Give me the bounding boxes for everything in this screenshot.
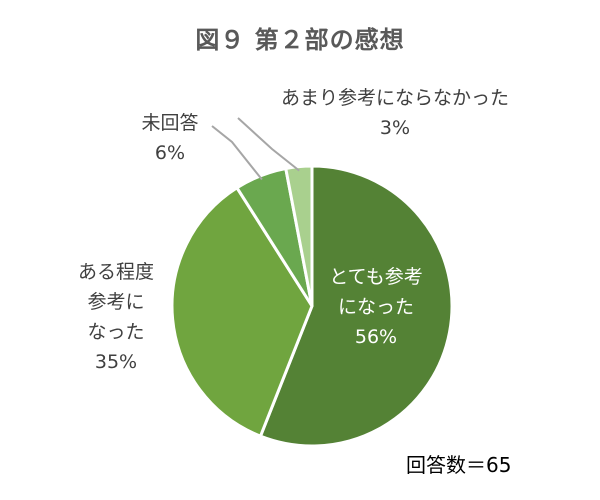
slice-label-no-answer: 未回答 6% [125, 108, 215, 168]
slice-label-very-helpful-line1: とても参考 [329, 266, 423, 288]
slice-label-not-helpful: あまり参考にならなかった 3% [250, 83, 540, 143]
slice-somewhat-helpful [170, 185, 314, 439]
slice-label-no-answer-line1: 未回答 [141, 112, 199, 134]
slice-pct-somewhat-helpful: 35% [94, 351, 138, 373]
slice-label-very-helpful: とても参考 になった 56% [316, 262, 436, 352]
leader-line-no-answer [211, 125, 263, 181]
slice-label-very-helpful-line2: になった [337, 296, 414, 318]
response-count: 回答数＝65 [406, 453, 512, 477]
slice-pct-not-helpful: 3% [379, 117, 411, 139]
slice-label-somewhat-helpful-line1: ある程度 [77, 261, 154, 283]
slice-label-not-helpful-line1: あまり参考にならなかった [280, 87, 509, 109]
slice-very-helpful [258, 164, 454, 448]
leader-lines [211, 117, 300, 181]
slice-label-somewhat-helpful-line2: 参考に [87, 291, 145, 313]
pie-slices [170, 164, 454, 448]
chart-title: 図９ 第２部の感想 [195, 26, 405, 54]
leader-line-not-helpful [237, 117, 300, 172]
slice-pct-very-helpful: 56% [354, 326, 398, 348]
slice-not-helpful [284, 164, 314, 307]
slice-pct-no-answer: 6% [154, 142, 186, 164]
slice-label-somewhat-helpful-line3: なった [87, 321, 145, 343]
slice-label-somewhat-helpful: ある程度 参考に なった 35% [56, 257, 176, 377]
